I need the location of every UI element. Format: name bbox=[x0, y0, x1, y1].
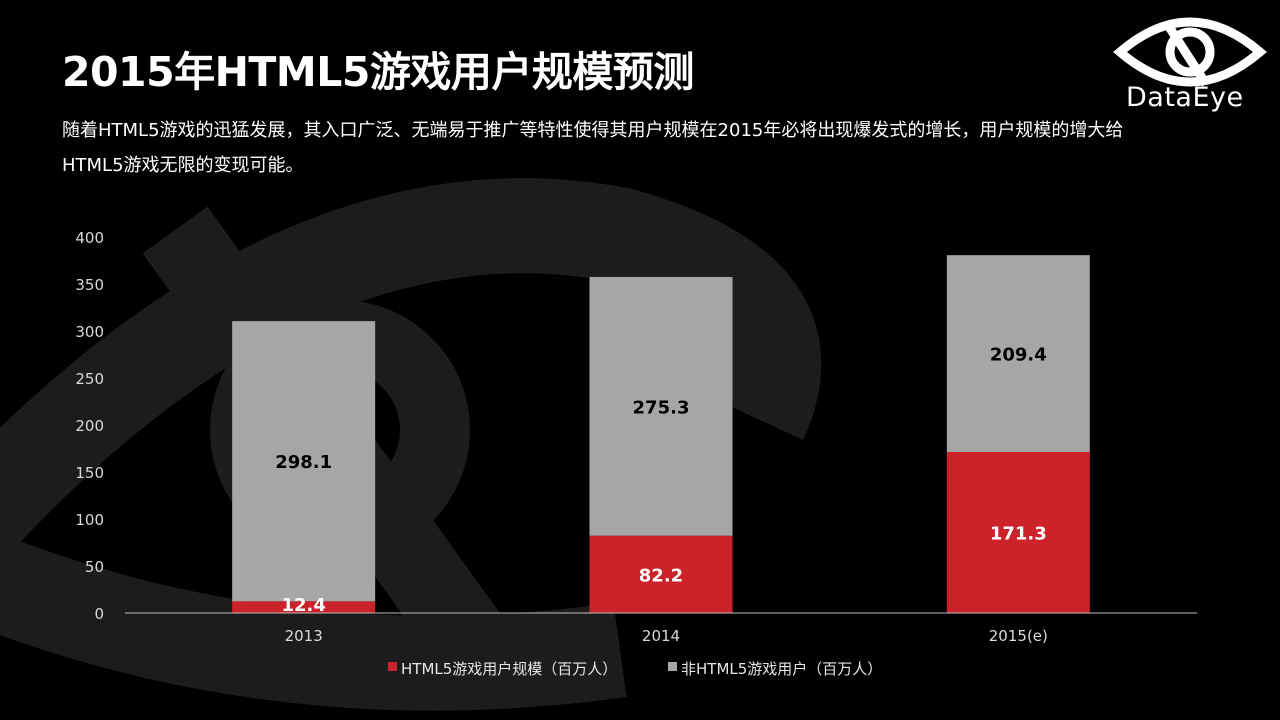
bar-data-label: 209.4 bbox=[990, 345, 1047, 366]
bar-segment bbox=[946, 255, 1090, 452]
y-tick-label: 100 bbox=[75, 511, 104, 529]
bar-data-labels: 12.4 298.1 82.2 275.3 171.3 209.4 bbox=[275, 345, 1047, 616]
bar-segment bbox=[946, 451, 1090, 613]
x-axis-tick-labels: 2013 2014 2015(e) bbox=[285, 627, 1048, 645]
slide-subtitle: 随着HTML5游戏的迅猛发展，其入口广泛、无端易于推广等特性使得其用户规模在20… bbox=[62, 120, 1124, 176]
bar-segment bbox=[232, 321, 376, 602]
y-tick-label: 200 bbox=[75, 417, 104, 435]
y-tick-label: 250 bbox=[75, 370, 104, 388]
legend-swatch bbox=[668, 662, 677, 671]
y-tick-label: 50 bbox=[85, 558, 104, 576]
y-tick-label: 0 bbox=[94, 605, 104, 623]
bar-data-label: 171.3 bbox=[990, 523, 1047, 544]
bar-segment bbox=[589, 535, 733, 613]
bars bbox=[232, 255, 1090, 613]
bar-data-label: 12.4 bbox=[281, 595, 325, 616]
y-tick-label: 300 bbox=[75, 323, 104, 341]
y-tick-label: 350 bbox=[75, 276, 104, 294]
legend-label: HTML5游戏用户规模（百万人） bbox=[401, 660, 617, 678]
page-title: 2015年HTML5游戏用户规模预测 bbox=[62, 48, 694, 96]
legend: HTML5游戏用户规模（百万人） 非HTML5游戏用户（百万人） bbox=[388, 660, 882, 678]
x-tick-label: 2015(e) bbox=[989, 627, 1048, 645]
bar-data-label: 82.2 bbox=[639, 565, 683, 586]
x-tick-label: 2013 bbox=[285, 627, 323, 645]
logo-text: DataEye bbox=[1126, 82, 1244, 113]
x-tick-label: 2014 bbox=[642, 627, 680, 645]
y-tick-label: 400 bbox=[75, 229, 104, 247]
dataeye-logo-icon bbox=[1113, 17, 1267, 87]
bar-data-label: 298.1 bbox=[275, 452, 332, 473]
bar-segment bbox=[589, 276, 733, 536]
y-axis-tick-labels: 0 50 100 150 200 250 300 350 400 bbox=[75, 229, 104, 623]
bar-data-label: 275.3 bbox=[633, 397, 690, 418]
legend-swatch bbox=[388, 662, 397, 671]
legend-label: 非HTML5游戏用户（百万人） bbox=[681, 660, 882, 678]
y-tick-label: 150 bbox=[75, 464, 104, 482]
bar-segment bbox=[232, 601, 376, 613]
